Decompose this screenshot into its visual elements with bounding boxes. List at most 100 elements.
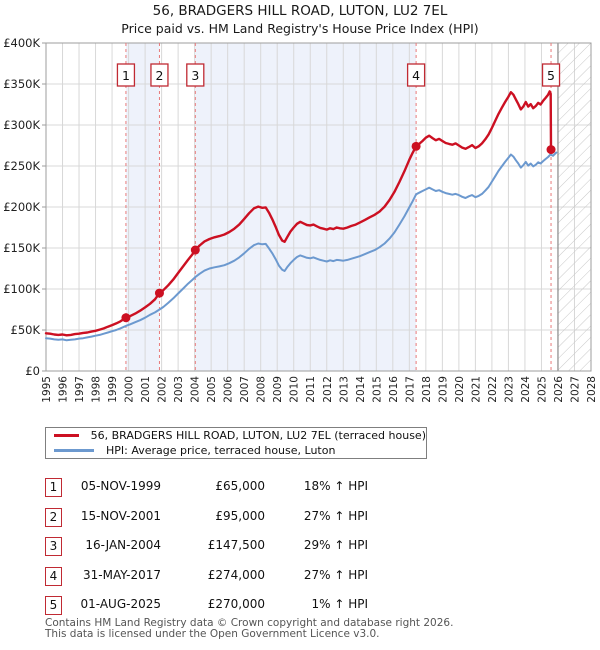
sale-number-badge: 1 xyxy=(45,478,62,497)
sale-flag-number: 5 xyxy=(547,68,555,83)
x-tick-label: 2019 xyxy=(437,376,449,403)
sale-vs-hpi: 1% ↑ HPI xyxy=(311,597,368,611)
x-tick-label: 2000 xyxy=(124,376,136,403)
y-tick-label: £200K xyxy=(3,200,40,214)
sale-price: £147,500 xyxy=(207,538,265,552)
license-footer: Contains HM Land Registry data © Crown c… xyxy=(45,618,453,640)
sale-flag-box xyxy=(541,63,561,87)
x-tick-label: 2006 xyxy=(223,376,235,403)
x-tick-label: 2018 xyxy=(421,376,433,403)
sale-flag-box xyxy=(116,63,136,87)
x-tick-label: 2007 xyxy=(239,376,251,403)
y-tick-label: £100K xyxy=(3,282,40,296)
x-tick-label: 2005 xyxy=(206,376,218,403)
sale-price: £274,000 xyxy=(207,567,265,582)
sale-flag-number: 2 xyxy=(155,68,163,83)
table-row: 3 16-JAN-2004 £147,500 29% ↑ HPI xyxy=(45,533,555,563)
sale-vs-hpi: 27% ↑ HPI xyxy=(303,567,368,582)
x-tick-label: 2016 xyxy=(388,376,400,403)
sale-dot xyxy=(546,145,556,155)
sale-date: 05-NOV-1999 xyxy=(80,479,161,493)
y-tick-label: £50K xyxy=(11,323,41,337)
sale-date: 15-NOV-2001 xyxy=(80,508,161,523)
x-tick-label: 2017 xyxy=(404,376,416,403)
y-tick-label: £250K xyxy=(3,159,40,173)
sale-number-badge: 4 xyxy=(45,566,62,586)
price-history-chart: 1 2 3 4 5 £0 £50K £100K £150K £200K £250K £300K £35… xyxy=(3,36,598,403)
y-tick-label: £150K xyxy=(3,241,40,255)
x-tick-label: 2008 xyxy=(256,376,268,403)
sale-dot xyxy=(121,313,131,323)
y-tick-label: £400K xyxy=(3,36,40,50)
sale-date: 16-JAN-2004 xyxy=(85,538,161,552)
legend-label-hpi: HPI: Average price, terraced house, Luto… xyxy=(106,444,336,457)
table-row: 4 31-MAY-2017 £274,000 27% ↑ HPI xyxy=(45,563,555,593)
table-row: 5 01-AUG-2025 £270,000 1% ↑ HPI xyxy=(45,592,555,622)
sale-vs-hpi: 29% ↑ HPI xyxy=(303,538,368,552)
sale-dot xyxy=(190,245,200,255)
table-row: 2 15-NOV-2001 £95,000 27% ↑ HPI xyxy=(45,504,555,534)
x-tick-label: 2013 xyxy=(338,376,350,403)
x-tick-label: 1998 xyxy=(91,376,103,403)
x-tick-label: 2025 xyxy=(536,376,548,403)
sale-price: £95,000 xyxy=(215,508,265,523)
x-tick-label: 2012 xyxy=(322,376,334,403)
hpi-line xyxy=(45,151,558,342)
x-tick-label: 1996 xyxy=(58,376,70,403)
legend-item-hpi: HPI: Average price, terraced house, Luto… xyxy=(46,443,426,458)
price-series-lines xyxy=(44,90,558,342)
sale-flag-box xyxy=(406,63,426,87)
x-tick-label: 2020 xyxy=(454,376,466,403)
y-tick-label: £350K xyxy=(3,77,40,91)
sale-date: 01-AUG-2025 xyxy=(80,597,162,611)
footer-line-1: Contains HM Land Registry data © Crown c… xyxy=(45,617,454,629)
x-tick-label: 2003 xyxy=(173,376,185,403)
sale-number-badge: 3 xyxy=(45,537,62,556)
sale-point-dots xyxy=(121,141,556,323)
sale-date: 31-MAY-2017 xyxy=(82,567,161,582)
blue-line-swatch xyxy=(54,449,94,452)
page-title: 56, BRADGERS HILL ROAD, LUTON, LU2 7EL xyxy=(152,3,448,19)
sale-price: £270,000 xyxy=(207,597,265,611)
y-tick-label: £0 xyxy=(25,364,40,378)
x-tick-label: 2009 xyxy=(272,376,284,403)
sale-flag-number: 3 xyxy=(191,68,199,83)
sale-number-badge: 5 xyxy=(45,596,62,615)
sale-flag-box xyxy=(150,63,169,87)
chart-legend: 56, BRADGERS HILL ROAD, LUTON, LU2 7EL (… xyxy=(45,427,427,459)
legend-item-property: 56, BRADGERS HILL ROAD, LUTON, LU2 7EL (… xyxy=(46,428,426,443)
x-tick-label: 2027 xyxy=(569,376,581,403)
property-price-line xyxy=(44,90,553,337)
x-axis-labels: 1995 1996 1997 1998 1999 2000 2001 2002 2003 2004… xyxy=(41,376,598,403)
x-tick-label: 1999 xyxy=(107,376,119,403)
sale-vs-hpi: 27% ↑ HPI xyxy=(303,508,368,523)
sale-flag-number: 4 xyxy=(412,68,420,83)
footer-line-2: This data is licensed under the Open Gov… xyxy=(45,628,380,640)
sale-dot xyxy=(154,288,164,298)
sale-flag-number: 1 xyxy=(122,68,130,83)
y-tick-label: £300K xyxy=(3,118,40,132)
sales-table: 1 05-NOV-1999 £65,000 18% ↑ HPI 2 15-NOV… xyxy=(45,474,555,622)
x-tick-label: 2011 xyxy=(305,376,317,403)
sale-flag-box xyxy=(186,63,205,87)
sale-vs-hpi: 18% ↑ HPI xyxy=(303,479,368,493)
x-tick-label: 2024 xyxy=(520,376,532,403)
page-subtitle: Price paid vs. HM Land Registry's House … xyxy=(121,21,479,36)
y-axis-labels: £0 £50K £100K £150K £200K £250K £300K £350K £400… xyxy=(3,36,40,378)
x-tick-label: 2023 xyxy=(503,376,515,403)
x-tick-label: 1997 xyxy=(74,376,86,403)
red-line-swatch xyxy=(54,434,79,437)
sale-number-badge: 2 xyxy=(45,507,62,527)
x-tick-label: 2022 xyxy=(487,376,499,403)
x-tick-label: 2021 xyxy=(470,376,482,403)
x-tick-label: 2004 xyxy=(190,376,202,403)
sale-price: £65,000 xyxy=(215,479,265,493)
x-tick-label: 2001 xyxy=(140,376,152,403)
x-tick-label: 2028 xyxy=(586,376,598,403)
x-tick-label: 2010 xyxy=(289,376,301,403)
sale-dot xyxy=(411,141,421,151)
x-tick-label: 2015 xyxy=(371,376,383,403)
x-tick-label: 2002 xyxy=(157,376,169,403)
plot-frame xyxy=(45,42,592,372)
